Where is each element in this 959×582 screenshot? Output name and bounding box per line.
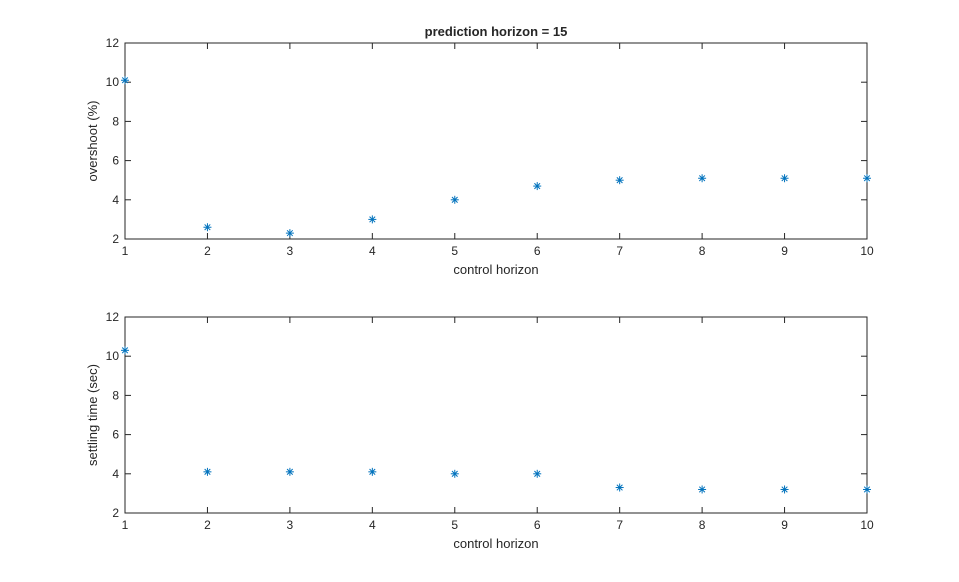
plot-area [124, 42, 868, 240]
chart-title: prediction horizon = 15 [425, 24, 568, 39]
y-tick-label: 10 [106, 75, 120, 89]
y-tick-label: 6 [112, 154, 119, 168]
y-tick-label: 10 [106, 349, 120, 363]
x-tick-label: 7 [616, 518, 623, 532]
x-tick-label: 10 [860, 244, 874, 258]
x-axis-label: control horizon [453, 262, 538, 277]
data-point [615, 176, 624, 185]
data-point [285, 467, 294, 476]
x-tick-label: 1 [122, 518, 129, 532]
y-tick-label: 4 [112, 193, 119, 207]
x-tick-label: 2 [204, 244, 211, 258]
y-axis-label: overshoot (%) [85, 101, 100, 182]
x-tick-label: 7 [616, 244, 623, 258]
data-point [368, 467, 377, 476]
plot-area [124, 316, 868, 514]
data-point [285, 229, 294, 238]
x-tick-label: 5 [451, 244, 458, 258]
data-point [533, 469, 542, 478]
data-point [368, 215, 377, 224]
y-tick-label: 12 [106, 310, 120, 324]
x-tick-label: 8 [699, 244, 706, 258]
x-tick-label: 3 [287, 518, 294, 532]
data-point [121, 76, 129, 85]
y-tick-label: 12 [106, 36, 120, 50]
data-point [121, 346, 129, 355]
data-point [698, 485, 707, 494]
y-tick-label: 2 [112, 232, 119, 246]
data-point [863, 485, 871, 494]
x-tick-label: 4 [369, 518, 376, 532]
x-tick-label: 9 [781, 244, 788, 258]
x-tick-label: 5 [451, 518, 458, 532]
data-point [615, 483, 624, 492]
x-tick-label: 6 [534, 244, 541, 258]
data-point [203, 467, 212, 476]
x-tick-label: 8 [699, 518, 706, 532]
x-tick-label: 10 [860, 518, 874, 532]
data-point [450, 195, 459, 204]
x-tick-label: 3 [287, 244, 294, 258]
x-tick-label: 9 [781, 518, 788, 532]
y-tick-label: 8 [112, 388, 119, 402]
data-point [780, 174, 789, 183]
data-point [450, 469, 459, 478]
x-axis-label: control horizon [453, 536, 538, 551]
y-axis-label: settling time (sec) [85, 364, 100, 466]
data-point [698, 174, 707, 183]
data-point [780, 485, 789, 494]
x-tick-label: 2 [204, 518, 211, 532]
y-tick-label: 8 [112, 114, 119, 128]
data-point [203, 223, 212, 232]
y-tick-label: 6 [112, 428, 119, 442]
x-tick-label: 1 [122, 244, 129, 258]
x-tick-label: 6 [534, 518, 541, 532]
y-tick-label: 2 [112, 506, 119, 520]
data-point [863, 174, 871, 183]
x-tick-label: 4 [369, 244, 376, 258]
y-tick-label: 4 [112, 467, 119, 481]
data-point [533, 182, 542, 191]
